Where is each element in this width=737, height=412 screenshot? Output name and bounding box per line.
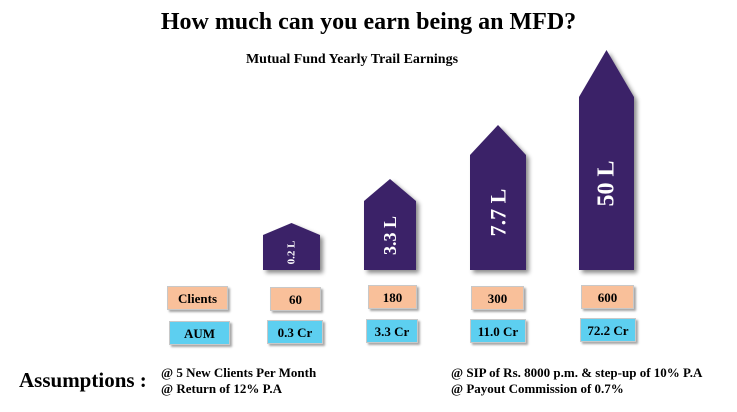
earnings-value-label: 50 L — [594, 160, 620, 206]
assumption-commission: @ Payout Commission of 0.7% — [451, 381, 624, 396]
clients-row-label: Clients — [167, 286, 228, 310]
clients-count-box: 60 — [270, 287, 321, 311]
earnings-arrow-bar — [364, 179, 416, 270]
earnings-arrow-bar — [263, 223, 320, 270]
assumptions-label: Assumptions : — [19, 368, 147, 392]
aum-row-label: AUM — [169, 321, 230, 345]
earnings-arrow-bar — [579, 50, 634, 270]
aum-value-box: 3.3 Cr — [366, 319, 418, 343]
page-title: How much can you earn being an MFD? — [160, 9, 577, 35]
clients-count-box: 300 — [471, 286, 524, 310]
chart-subtitle: Mutual Fund Yearly Trail Earnings — [245, 52, 459, 67]
earnings-value-label: 3.3 L — [380, 216, 400, 255]
assumption-sip: @ SIP of Rs. 8000 p.m. & step-up of 10% … — [451, 365, 703, 380]
aum-value-box: 0.3 Cr — [267, 320, 323, 344]
earnings-value-label: 0.2 L — [286, 241, 298, 265]
clients-count-box: 180 — [368, 285, 417, 309]
clients-count-box: 600 — [581, 285, 634, 309]
aum-value-box: 72.2 Cr — [580, 318, 636, 342]
aum-value-box: 11.0 Cr — [470, 319, 526, 343]
earnings-value-label: 7.7 L — [486, 189, 511, 237]
earnings-arrow-bar — [470, 125, 526, 270]
assumption-return: @ Return of 12% P.A — [161, 381, 283, 396]
assumption-new-clients: @ 5 New Clients Per Month — [161, 365, 317, 380]
